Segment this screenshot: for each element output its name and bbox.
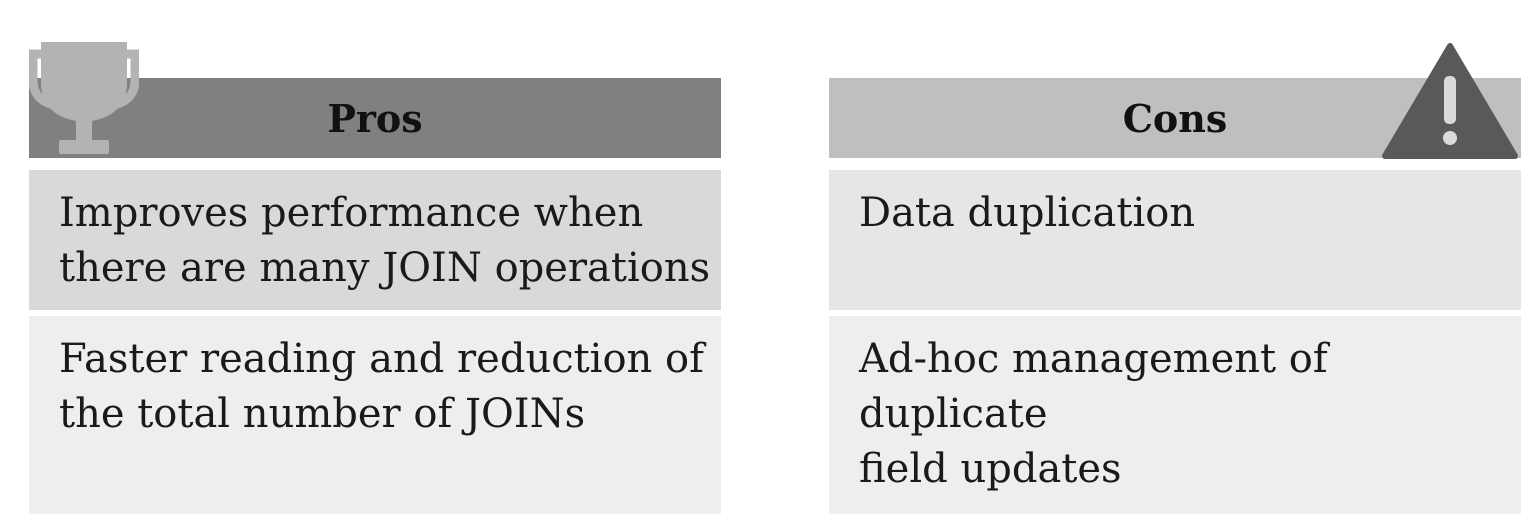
cons-title: Cons [1122,95,1228,141]
warning-icon [1382,43,1518,159]
pros-title: Pros [327,95,423,141]
cons-item: Ad-hoc management of duplicate field upd… [829,316,1521,514]
pros-item: Faster reading and reduction of the tota… [29,316,721,514]
trophy-icon [29,42,139,154]
pros-item: Improves performance when there are many… [29,170,721,310]
cons-item-text: Data duplication [859,190,1196,236]
pros-item-text: Improves performance when there are many… [59,190,711,291]
pros-header: Pros [29,78,721,158]
cons-item: Data duplication [829,170,1521,310]
cons-panel: Cons Data duplication Ad-hoc management … [829,0,1521,532]
pros-item-text: Faster reading and reduction of the tota… [59,336,704,437]
pros-panel: Pros Improves performance when there are… [29,0,721,532]
cons-item-text: Ad-hoc management of duplicate field upd… [859,336,1328,492]
